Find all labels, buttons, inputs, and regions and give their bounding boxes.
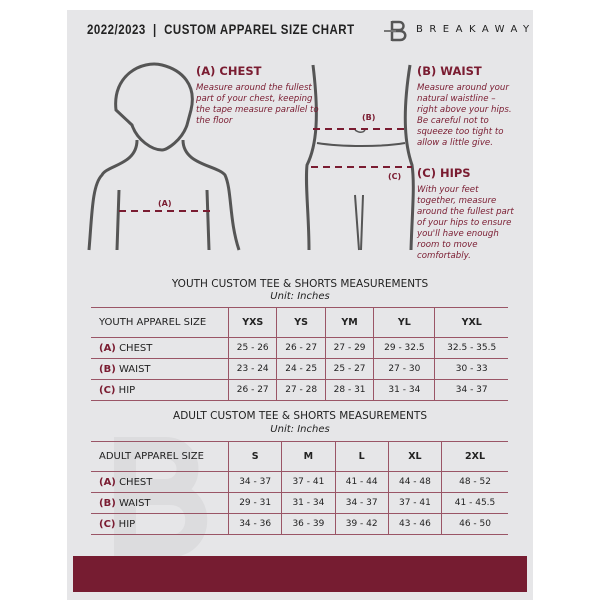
adult-label: ADULT APPAREL SIZE: [91, 441, 229, 472]
page-title: 2022/2023 | CUSTOM APPAREL SIZE CHART: [87, 21, 355, 37]
cell: 28 - 31: [324, 379, 375, 401]
size-header: YXS: [227, 307, 278, 338]
upper-body-figure: [87, 62, 241, 251]
cell: 39 - 42: [334, 513, 389, 535]
cell: 36 - 39: [281, 513, 336, 535]
waist-description: Measure around your natural waistline – …: [417, 83, 512, 148]
brand-name: BREAKAWAY: [416, 24, 536, 35]
cell: 26 - 27: [227, 379, 278, 401]
cell: 29 - 32.5: [373, 337, 436, 359]
size-header: YXL: [434, 307, 508, 338]
row-label: (C) HIP: [91, 513, 229, 535]
hips-heading: (C) HIPS: [417, 166, 471, 180]
cell: 46 - 50: [441, 513, 508, 535]
cell: 34 - 36: [227, 513, 283, 535]
youth-section-title: YOUTH CUSTOM TEE & SHORTS MEASUREMENTS: [171, 278, 429, 290]
cell: 27 - 30: [373, 358, 436, 380]
breakaway-logo-icon: [384, 20, 407, 42]
size-header: YM: [324, 307, 375, 338]
cell: 34 - 37: [434, 379, 508, 401]
footer-bar: [73, 556, 527, 592]
cell: 31 - 34: [281, 492, 336, 514]
marker-b: (B): [362, 113, 376, 122]
cell: 24 - 25: [276, 358, 326, 380]
row-label: (B) WAIST: [91, 358, 229, 380]
table-header-row: YOUTH APPAREL SIZE YXS YS YM YL YXL: [91, 307, 508, 338]
adult-section-title: ADULT CUSTOM TEE & SHORTS MEASUREMENTS: [173, 410, 427, 422]
body-figures: [87, 62, 415, 251]
adult-size-table: ADULT APPAREL SIZE S M L XL 2XL (A) CHEST 34 …: [91, 441, 508, 535]
size-header: L: [334, 441, 389, 472]
hips-description: With your feet together, measure around …: [417, 185, 514, 261]
row-label: (A) CHEST: [91, 337, 229, 359]
cell: 43 - 46: [387, 513, 443, 535]
youth-unit: Unit: Inches: [270, 291, 330, 302]
lower-body-figure: [304, 64, 415, 251]
youth-size-table: YOUTH APPAREL SIZE YXS YS YM YL YXL (A) CHES…: [91, 307, 508, 401]
cell: 27 - 29: [324, 337, 375, 359]
marker-a: (A): [158, 199, 172, 208]
cell: 25 - 27: [324, 358, 375, 380]
table-row: (A) CHEST 34 - 37 37 - 41 41 - 44 44 - 48 48 …: [91, 471, 508, 493]
size-header: YL: [373, 307, 436, 338]
cell: 41 - 45.5: [441, 492, 508, 514]
table-header-row: ADULT APPAREL SIZE S M L XL 2XL: [91, 441, 508, 472]
cell: 25 - 26: [227, 337, 278, 359]
size-header: 2XL: [441, 441, 508, 472]
chest-heading: (A) CHEST: [196, 64, 262, 78]
table-row: (C) HIP 26 - 27 27 - 28 28 - 31 31 - 34 34 - …: [91, 379, 508, 401]
size-header: XL: [387, 441, 443, 472]
size-header: M: [281, 441, 336, 472]
cell: 30 - 33: [434, 358, 508, 380]
cell: 27 - 28: [276, 379, 326, 401]
cell: 37 - 41: [387, 492, 443, 514]
cell: 29 - 31: [227, 492, 283, 514]
row-label: (C) HIP: [91, 379, 229, 401]
cell: 32.5 - 35.5: [434, 337, 508, 359]
marker-c: (C): [388, 172, 402, 181]
measure-lines: [119, 128, 412, 212]
table-row: (B) WAIST 23 - 24 24 - 25 25 - 27 27 - 30 30 …: [91, 358, 508, 380]
cell: 34 - 37: [334, 492, 389, 514]
table-row: (B) WAIST 29 - 31 31 - 34 34 - 37 37 - 41 41 …: [91, 492, 508, 514]
cell: 31 - 34: [373, 379, 436, 401]
cell: 34 - 37: [227, 471, 283, 493]
cell: 48 - 52: [441, 471, 508, 493]
table-row: (A) CHEST 25 - 26 26 - 27 27 - 29 29 - 32.5 3…: [91, 337, 508, 359]
cell: 37 - 41: [281, 471, 336, 493]
size-header: YS: [276, 307, 326, 338]
cell: 23 - 24: [227, 358, 278, 380]
cell: 26 - 27: [276, 337, 326, 359]
youth-label: YOUTH APPAREL SIZE: [91, 307, 229, 338]
size-header: S: [227, 441, 283, 472]
row-label: (A) CHEST: [91, 471, 229, 493]
cell: 41 - 44: [334, 471, 389, 493]
table-row: (C) HIP 34 - 36 36 - 39 39 - 42 43 - 46 46 - …: [91, 513, 508, 535]
row-label: (B) WAIST: [91, 492, 229, 514]
adult-unit: Unit: Inches: [270, 424, 330, 435]
cell: 44 - 48: [387, 471, 443, 493]
chest-description: Measure around the fullest part of your …: [196, 83, 319, 126]
waist-heading: (B) WAIST: [417, 64, 482, 78]
